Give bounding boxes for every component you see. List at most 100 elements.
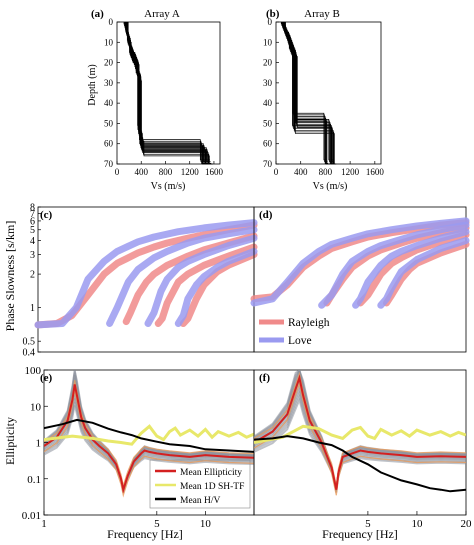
love-band-0	[250, 217, 470, 307]
x-tick-label-0: 0	[115, 167, 120, 177]
panel-a-label: (a)	[91, 8, 104, 20]
slowness-y-tick-label-8: 7	[30, 209, 35, 220]
love-band-3	[377, 237, 470, 309]
series-mean-ellipticity	[254, 374, 466, 490]
y-tick-label-3: 30	[263, 78, 273, 88]
slowness-y-tick-label-0: 0.4	[23, 348, 36, 359]
legend-ellipticity-text: Mean Ellipticity	[180, 468, 242, 478]
ell-y-tick-label-3: 10	[30, 401, 42, 413]
love-band-3	[174, 247, 258, 327]
y-tick-label-4: 40	[263, 98, 273, 108]
y-tick-label-1: 10	[104, 37, 114, 47]
y-tick-label-4: 40	[104, 98, 114, 108]
vs-profile-0-0	[124, 22, 208, 161]
vs-profile-2-1	[124, 22, 206, 162]
ell-y-tick-label-1: 0.1	[27, 474, 41, 486]
love-band-0	[34, 219, 258, 329]
legend-hv-text: Mean H/V	[180, 496, 221, 506]
panel-e-ylabel: Ellipticity	[3, 417, 17, 465]
y-tick-label-7: 70	[263, 159, 273, 169]
panel-b-xlabel: Vs (m/s)	[313, 181, 348, 192]
ell-y-tick-label-2: 1	[36, 438, 42, 450]
y-tick-label-5: 50	[263, 118, 273, 128]
ensemble-curve-4	[254, 383, 466, 490]
freq-x-tick-label-2: 10	[200, 518, 212, 530]
legend-love-label: Love	[288, 335, 312, 347]
panel-c-ylabel: Phase Slowness [s/km]	[3, 221, 17, 332]
spread-curve-2	[44, 380, 254, 488]
love-band-2	[144, 234, 258, 327]
x-tick-label-1: 400	[294, 167, 308, 177]
slowness-y-tick-label-4: 3	[30, 250, 35, 261]
slowness-y-tick-label-2: 1	[30, 303, 35, 314]
freq-x-tick-label-3: 20	[461, 518, 473, 530]
y-tick-label-6: 60	[263, 139, 273, 149]
freq-x-tick-label-1: 5	[365, 518, 371, 530]
slowness-y-tick-label-1: 0.5	[23, 337, 36, 348]
vs-profile-2-3	[282, 22, 335, 165]
x-tick-label-2: 800	[159, 167, 173, 177]
panel-a-xlabel: Vs (m/s)	[151, 181, 186, 192]
rayleigh-band-2	[356, 231, 470, 307]
legend-slowness: Rayleigh Love	[259, 317, 330, 347]
panel-c-label: (c)	[40, 209, 53, 221]
panel-f-xlabel: Frequency [Hz]	[322, 527, 398, 541]
y-tick-label-2: 20	[104, 58, 114, 68]
y-tick-label-0: 0	[109, 17, 114, 27]
x-tick-label-0: 0	[274, 167, 279, 177]
love-band-2	[352, 228, 470, 309]
spread-curve-0	[254, 381, 466, 496]
x-tick-label-1: 400	[134, 167, 148, 177]
panel-a-ylabel: Depth (m)	[87, 64, 98, 105]
y-tick-label-0: 0	[268, 17, 273, 27]
y-tick-label-5: 50	[104, 118, 114, 128]
slowness-y-tick-label-9: 8	[30, 203, 35, 214]
panel-a-frame	[116, 21, 221, 165]
y-tick-label-7: 70	[104, 159, 114, 169]
vs-profile-2-4	[126, 22, 208, 165]
panel-e-label: (e)	[40, 372, 53, 384]
freq-x-tick-label-1: 5	[154, 518, 160, 530]
vs-profile-2-5	[126, 22, 209, 165]
freq-x-tick-label-0: 1	[41, 518, 47, 530]
x-tick-label-2: 800	[319, 167, 333, 177]
vs-profile-2-5	[283, 22, 337, 165]
slowness-y-tick-label-6: 5	[30, 225, 35, 236]
series-mean-1d-sh-tf	[254, 424, 466, 444]
panel-d-frame	[253, 206, 467, 353]
panel-e-xlabel: Frequency [Hz]	[107, 527, 183, 541]
panel-a-title: Array A	[144, 8, 180, 20]
legend-ellipticity: Mean Ellipticity Mean 1D SH-TF Mean H/V	[149, 459, 251, 509]
slowness-y-tick-label-7: 6	[30, 216, 35, 227]
legend-rayleigh-label: Rayleigh	[288, 317, 330, 329]
x-tick-label-4: 1600	[366, 167, 385, 177]
freq-x-tick-label-2: 10	[411, 518, 423, 530]
panel-f-frame	[253, 369, 467, 516]
y-tick-label-1: 10	[263, 37, 273, 47]
series-mean-h-v	[44, 418, 254, 453]
vs-profile-2-0	[123, 22, 206, 161]
legend-shtf-text: Mean 1D SH-TF	[180, 482, 244, 492]
panel-d-label: (d)	[259, 209, 273, 221]
series-mean-h-v	[254, 435, 466, 493]
y-tick-label-2: 20	[263, 58, 273, 68]
y-tick-label-6: 60	[104, 139, 114, 149]
love-band-1	[106, 226, 258, 327]
slowness-y-tick-label-3: 2	[30, 270, 35, 281]
panel-f-label: (f)	[259, 372, 270, 384]
ellipticity-plot-f	[254, 370, 466, 496]
vs-profile-2-3	[125, 22, 207, 165]
panel-b-label: (b)	[266, 8, 280, 20]
ell-y-tick-label-4: 100	[25, 365, 42, 377]
rayleigh-band-2	[154, 243, 258, 327]
y-tick-label-3: 30	[104, 78, 114, 88]
x-tick-label-3: 1200	[341, 167, 360, 177]
ellipticity-plot-e	[44, 370, 254, 498]
x-tick-label-3: 1200	[181, 167, 200, 177]
love-band-1	[318, 221, 470, 309]
x-tick-label-4: 1600	[205, 167, 224, 177]
series-mean-ellipticity	[44, 384, 254, 494]
vs-profile-2-4	[283, 22, 336, 165]
